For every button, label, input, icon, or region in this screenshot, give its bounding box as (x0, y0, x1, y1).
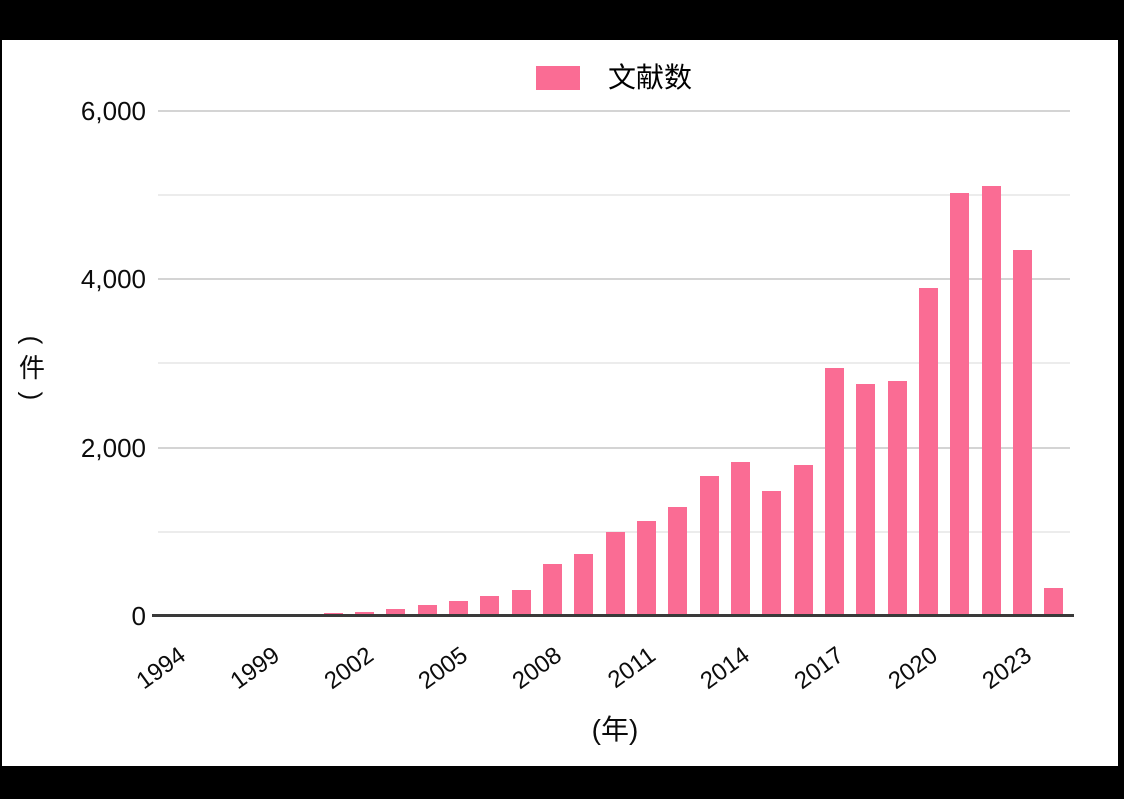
y-unit-close-paren: ) (16, 391, 47, 401)
y-tick-label-0: 0 (131, 601, 146, 631)
bar-2003[interactable] (386, 608, 406, 616)
x-tick-label-2005: 2005 (413, 641, 473, 695)
gridline-4000 (158, 278, 1070, 281)
bar-2022[interactable] (981, 185, 1001, 616)
legend-swatch (536, 66, 580, 90)
bar-2013[interactable] (699, 476, 719, 616)
bar-2019[interactable] (887, 381, 907, 616)
bar-2014[interactable] (731, 461, 751, 616)
bar-2006[interactable] (480, 596, 500, 616)
bar-2011[interactable] (637, 520, 657, 616)
bar-2005[interactable] (449, 600, 469, 616)
bar-2021[interactable] (950, 193, 970, 616)
gridline-5000 (158, 194, 1070, 196)
x-tick-label-2023: 2023 (977, 641, 1037, 695)
x-tick-label-1999: 1999 (225, 641, 285, 695)
chart-card: 文献数 0 2,000 4,000 6,000 ( 件 ) 1994 1999 2002 2… (2, 40, 1118, 766)
bar-2009[interactable] (574, 553, 594, 616)
legend: 文献数 (536, 64, 692, 92)
x-axis-unit-label: (年) (591, 714, 639, 745)
gridline-6000 (158, 109, 1070, 112)
bar-2016[interactable] (793, 465, 813, 616)
y-tick-label-2000: 2,000 (80, 432, 146, 463)
bar-2018[interactable] (856, 384, 876, 616)
gridline-3000 (158, 362, 1070, 365)
bar-2024[interactable] (1044, 588, 1064, 616)
bar-2010[interactable] (605, 531, 625, 616)
bar-2008[interactable] (543, 563, 563, 616)
x-axis-line (152, 614, 1074, 617)
bar-2004[interactable] (417, 604, 437, 616)
x-tick-label-2002: 2002 (319, 641, 379, 695)
legend-label: 文献数 (608, 62, 693, 93)
y-unit-open-paren: ( (16, 335, 47, 345)
x-tick-label-1994: 1994 (131, 641, 191, 695)
x-tick-label-2017: 2017 (789, 641, 849, 695)
bar-2020[interactable] (919, 288, 939, 616)
bar-2015[interactable] (762, 491, 782, 616)
y-unit-text: 件 (18, 353, 45, 383)
y-tick-label-6000: 6,000 (80, 95, 146, 126)
y-axis-unit-label: ( 件 ) (12, 326, 52, 410)
bar-2007[interactable] (511, 590, 531, 616)
bar-2012[interactable] (668, 507, 688, 616)
bar-2023[interactable] (1013, 249, 1032, 616)
y-tick-label-4000: 4,000 (80, 264, 146, 295)
bar-2017[interactable] (825, 367, 845, 616)
x-tick-label-2020: 2020 (883, 641, 943, 695)
gridline-2000 (158, 446, 1070, 449)
